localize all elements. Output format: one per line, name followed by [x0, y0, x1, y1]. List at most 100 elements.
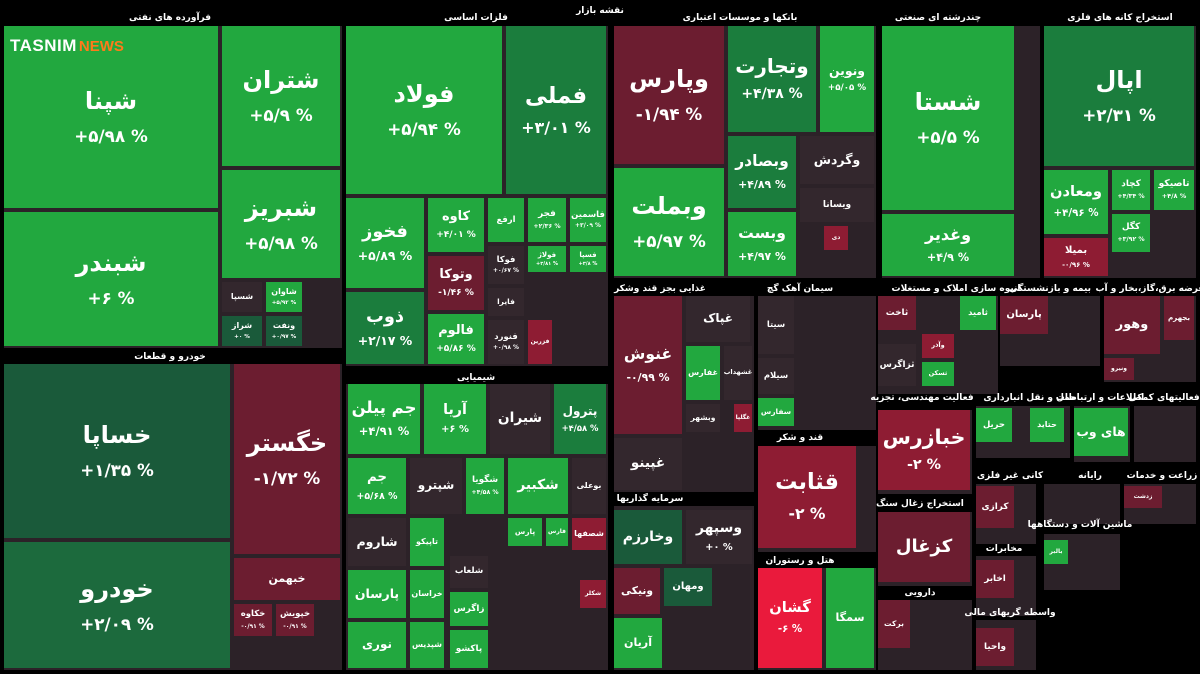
stock-change: +۲/۱۷ % [357, 333, 413, 349]
stock-name: تاصیکو [1158, 177, 1190, 189]
sector-label: قند و شکر [776, 433, 824, 443]
stock-tile: وخارزم [614, 510, 682, 564]
stock-name: سیلام [763, 370, 789, 381]
stock-tile: تاپیکو [410, 518, 444, 566]
sector-label: سرمایه گذاریها [616, 494, 684, 504]
stock-tile: ثاخت [878, 296, 916, 330]
stock-tile: تاصیکو +۴/۸ % [1154, 170, 1194, 210]
stock-tile: وتجارت +۴/۳۸ % [728, 26, 816, 132]
stock-name: فملی [524, 82, 588, 109]
stock-name: ومهان [672, 581, 704, 593]
sector-label: شیمیایی [456, 373, 496, 383]
stock-tile: شتران +۵/۹ % [222, 26, 340, 166]
stock-name: وآذر [931, 341, 945, 350]
stock-tile: فولاد +۵/۹۴ % [346, 26, 502, 194]
stock-name: وبشهر [690, 412, 716, 422]
stock-name: ومعادن [1050, 183, 1102, 201]
stock-tile: حتاید [1030, 408, 1064, 442]
stock-change: +۰ % [705, 541, 733, 553]
stock-name: شلعاب [454, 566, 484, 577]
stock-name: وهور [1115, 316, 1149, 332]
stock-name: خپویش [279, 608, 311, 619]
stock-tile: پاکشو [450, 630, 488, 668]
sector-label: بانکها و موسسات اعتباری [682, 13, 798, 23]
stock-name: وپارس [629, 65, 709, 94]
sector-label: واسطه گریهای مالی [964, 608, 1056, 618]
stock-name: وگردش [813, 151, 861, 167]
stock-tile: کچاد +۴/۳۴ % [1112, 170, 1150, 210]
stock-change: +۴/۹۷ % [738, 249, 786, 263]
stock-tile: وتوکا -۱/۴۶ % [428, 256, 484, 310]
stock-tile: فوکا +۰/۶۷ % [488, 246, 524, 284]
stock-name: کچاد [1121, 179, 1141, 190]
stock-name: پارسان [1006, 309, 1042, 321]
stock-name: زدشت [1133, 492, 1153, 500]
stock-name: غفارس [688, 368, 718, 378]
stock-tile: ونیکی [614, 568, 660, 614]
stock-name: بمیلا [1064, 245, 1088, 257]
sector-label: زراعت و خدمات [1126, 471, 1198, 481]
stock-tile: وپارس -۱/۹۴ % [614, 26, 724, 164]
stock-change: +۶ % [87, 287, 135, 308]
stock-tile: برکت [878, 600, 910, 648]
stock-change: +۶ % [441, 424, 469, 436]
stock-tile: غشهداب [724, 346, 752, 400]
stock-tile: فارس [546, 518, 568, 546]
stock-name: های وب [1076, 423, 1126, 439]
stock-name: ونیرو [1111, 364, 1127, 372]
stock-name: ارفع [496, 214, 516, 225]
stock-name: گشان [769, 599, 811, 617]
stock-tile: سیتا [758, 296, 794, 354]
sector-label: کانی غیر فلزی [976, 471, 1044, 481]
stock-name: فالوم [438, 322, 474, 338]
stock-change: -۰/۹۱ % [283, 623, 307, 630]
stock-name: فوکا [496, 253, 516, 264]
stock-name: قثابت [775, 469, 839, 496]
stock-tile: شبریز +۵/۹۸ % [222, 170, 340, 278]
stock-tile: کاوه +۴/۰۱ % [428, 198, 484, 252]
stock-tile: ثسکن [922, 362, 954, 386]
stock-name: خودرو [80, 575, 154, 604]
stock-tile: فملی +۳/۰۱ % [506, 26, 606, 194]
stock-tile: ثزاگرس [878, 344, 916, 386]
stock-name: پارسان [354, 585, 400, 601]
stock-tile: پارس [508, 518, 542, 546]
stock-change: -۱/۹۴ % [635, 103, 703, 124]
stock-tile: سمگا [826, 568, 874, 668]
sector-label: اطلاعات و ارتباطات [1055, 393, 1145, 403]
stock-name: ثامید [968, 307, 988, 318]
stock-name: سفارس [760, 406, 792, 416]
stock-change: +۴/۹ % [926, 250, 970, 264]
stock-name: برکت [884, 618, 904, 628]
stock-change: +۳/۰۹ % [575, 223, 601, 229]
stock-name: نوری [362, 637, 392, 652]
stock-change: -۱/۴۶ % [438, 287, 474, 298]
stock-change: +۰/۹۸ % [493, 345, 519, 351]
stock-tile: ومهان [664, 568, 712, 606]
stock-tile: فایرا [488, 288, 524, 316]
stock-tile: وآذر [922, 334, 954, 358]
stock-change: +۵/۹۲ % [271, 299, 297, 306]
stock-name: غپاک [703, 311, 733, 326]
stock-tile: فالوم +۵/۸۶ % [428, 314, 484, 364]
stock-tile: غنوش -۰/۹۹ % [614, 296, 682, 434]
stock-name: آریا [443, 402, 467, 419]
stock-tile: پارسان [1000, 296, 1048, 334]
stock-change: -۰/۹۶ % [1062, 260, 1090, 269]
stock-tile: شپدیس [410, 622, 444, 668]
stock-name: شسپا [230, 292, 254, 302]
stock-change: +۵/۹۴ % [387, 118, 461, 139]
stock-name: خگستر [246, 429, 328, 458]
stock-name: شبندر [75, 249, 147, 278]
stock-change: -۲ % [788, 504, 826, 523]
stock-change: +۴/۹۱ % [358, 423, 410, 438]
stock-name: زاگرس [453, 603, 485, 614]
sector-label: فعالیتهای کمکی [1128, 393, 1200, 403]
stock-name: ثاخت [885, 307, 909, 318]
stock-name: ثزاگرس [879, 359, 915, 370]
stock-tile: شراز +۰ % [222, 316, 262, 346]
stock-name: غشهداب [724, 368, 752, 377]
stock-tile: شپنا +۵/۹۸ % [4, 26, 218, 208]
stock-tile: نوری [348, 622, 406, 668]
stock-tile: وبست +۴/۹۷ % [728, 212, 796, 276]
